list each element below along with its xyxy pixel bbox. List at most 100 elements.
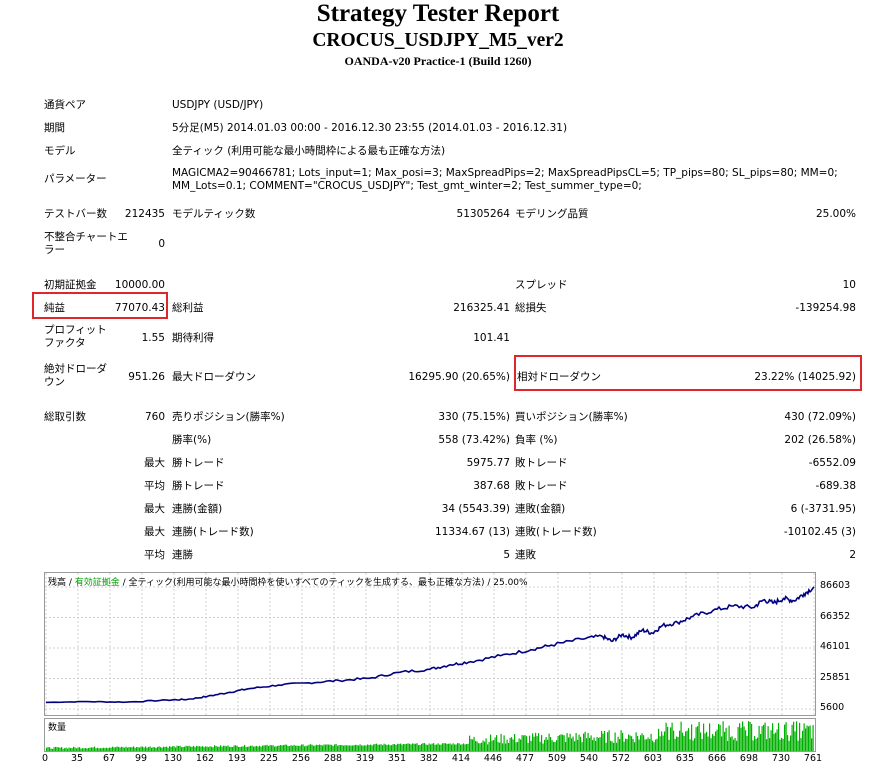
x-tick-label: 698 <box>739 753 759 764</box>
x-tick-label: 666 <box>707 753 727 764</box>
volume-bar <box>184 746 186 751</box>
volume-bar <box>403 743 405 751</box>
params-label: パラメーター <box>44 173 107 185</box>
x-tick-label: 509 <box>547 753 567 764</box>
volume-bar <box>709 723 711 751</box>
volume-bar <box>181 747 183 751</box>
volume-bar <box>172 746 174 751</box>
volume-bar <box>82 748 84 751</box>
volume-bar <box>260 746 262 751</box>
volume-bar <box>736 740 738 751</box>
volume-bar <box>62 748 64 751</box>
legend-sep: / <box>66 578 75 588</box>
volume-bar <box>647 737 649 751</box>
volume-bar <box>127 747 129 751</box>
volume-bar <box>293 744 295 751</box>
volume-bar <box>737 727 739 751</box>
max-dd-label: 最大ドローダウン <box>172 371 256 383</box>
volume-bar <box>629 735 631 751</box>
volume-bar <box>433 743 435 751</box>
volume-bar <box>259 745 261 751</box>
volume-bar <box>712 734 714 751</box>
volume-bar <box>254 746 256 751</box>
volume-bar <box>68 747 70 751</box>
volume-bar <box>719 724 721 751</box>
volume-bar <box>239 746 241 751</box>
volume-bar <box>185 745 187 751</box>
volume-bar <box>485 738 487 751</box>
volume-bar <box>166 746 168 751</box>
volume-bar <box>535 732 537 751</box>
volume-bar <box>394 744 396 751</box>
volume-bar <box>808 726 810 751</box>
max-label-2: 最大 <box>144 503 165 515</box>
volume-bar <box>392 744 394 751</box>
volume-bar <box>316 744 318 751</box>
volume-bar <box>767 726 769 751</box>
volume-bar <box>458 743 460 751</box>
mismatch-value: 0 <box>158 238 165 250</box>
volume-bar <box>725 727 727 751</box>
volume-bar <box>203 747 205 751</box>
volume-bar <box>710 738 712 751</box>
avg-consec-losses-value: 2 <box>849 549 856 561</box>
volume-bar <box>641 733 643 751</box>
volume-bar <box>53 747 55 751</box>
x-tick-label: 193 <box>227 753 247 764</box>
volume-bar <box>490 734 492 751</box>
volume-bar <box>619 739 621 751</box>
abs-dd-value: 951.26 <box>128 371 165 383</box>
volume-bar <box>478 743 480 751</box>
volume-bar <box>530 740 532 751</box>
volume-bar <box>562 734 564 751</box>
volume-bar <box>430 744 432 751</box>
volume-bar <box>448 743 450 751</box>
volume-bar <box>512 739 514 751</box>
volume-bar <box>575 733 577 751</box>
volume-bar <box>733 739 735 751</box>
volume-bar <box>158 746 160 751</box>
volume-bar <box>277 745 279 751</box>
volume-bar <box>310 744 312 751</box>
volume-bar <box>811 738 813 751</box>
volume-bar <box>611 741 613 751</box>
short-label: 売りポジション(勝率%) <box>172 411 285 423</box>
volume-bar <box>745 730 747 751</box>
volume-bar <box>370 744 372 751</box>
volume-chart <box>46 721 814 751</box>
max-consec-losses-label: 連敗(金額) <box>515 503 566 515</box>
volume-bar <box>341 745 343 751</box>
x-tick-label: 225 <box>259 753 279 764</box>
volume-bar <box>757 737 759 751</box>
volume-bar <box>65 747 67 751</box>
volume-bar <box>703 723 705 751</box>
volume-bar <box>175 747 177 751</box>
volume-bar <box>790 735 792 751</box>
volume-bar <box>70 747 72 751</box>
volume-bar <box>226 746 228 751</box>
gross-loss-value: -139254.98 <box>795 302 856 314</box>
volume-bar <box>607 732 609 751</box>
volume-bar <box>130 747 132 751</box>
volume-bar <box>598 737 600 751</box>
volume-bar <box>739 723 741 751</box>
volume-bar <box>446 743 448 751</box>
volume-bar <box>497 741 499 751</box>
volume-bar <box>89 747 91 751</box>
volume-bar <box>505 743 507 751</box>
volume-bar <box>715 731 717 751</box>
volume-bar <box>50 748 52 751</box>
volume-bar <box>326 744 328 751</box>
volume-bar <box>233 745 235 751</box>
volume-bar <box>653 742 655 751</box>
volume-bar <box>148 747 150 751</box>
volume-bar <box>434 744 436 751</box>
volume-bar <box>676 736 678 751</box>
volume-bar <box>769 738 771 751</box>
volume-bar <box>422 743 424 751</box>
volume-bar <box>100 748 102 751</box>
volume-bar <box>97 747 99 751</box>
volume-bar <box>467 743 469 751</box>
volume-bar <box>761 726 763 751</box>
legend-rest: / 全ティック(利用可能な最小時間枠を使いすべてのティックを生成する、最も正確な… <box>119 578 528 588</box>
